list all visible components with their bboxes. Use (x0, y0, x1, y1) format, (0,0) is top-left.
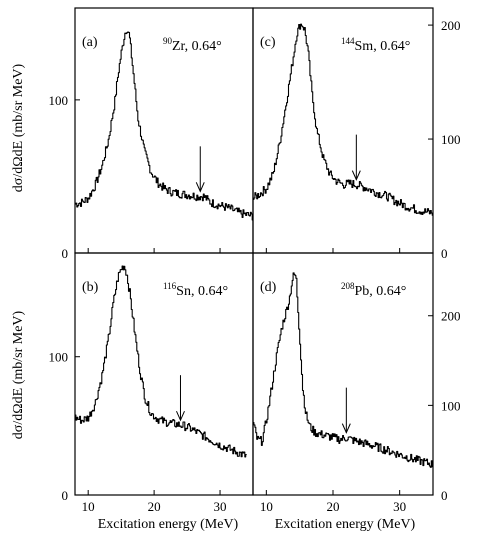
y-tick-label: 0 (441, 246, 448, 261)
x-tick-label: 30 (214, 499, 227, 514)
nucleus-mass-number: 116 (163, 281, 177, 291)
scattering-angle: , 0.64° (185, 39, 222, 54)
panel-b-sn116: 0 100 10 20 30 (b) 116Sn, 0.64° (49, 252, 254, 514)
nucleus-label: 144Sm, 0.64° (341, 36, 410, 54)
energy-arrow-head (351, 170, 361, 181)
nucleus-mass-number: 208 (341, 281, 355, 291)
panel-a-zr90: 0 100 (a) 90Zr, 0.64° (49, 7, 254, 261)
x-axis-title-right-text: Excitation energy (MeV) (275, 517, 416, 532)
y-axis-title-bottom-text: dσ/dΩdE (mb/sr MeV) (11, 310, 26, 439)
nucleus-symbol: Sm (355, 39, 374, 54)
x-axis-title-right: Excitation energy (MeV) (275, 517, 416, 532)
panel-letter: (b) (82, 280, 99, 295)
scattering-angle: , 0.64° (373, 39, 410, 54)
scattering-angle: , 0.64° (191, 284, 228, 299)
y-tick-label: 100 (49, 93, 69, 108)
spectrum-line (253, 23, 433, 216)
panel-c-sm144: 0 100 200 (c) 144Sm, 0.64° (252, 7, 461, 261)
nucleus-mass-number: 144 (341, 36, 355, 46)
x-tick-label: 30 (393, 499, 406, 514)
y-axis-title-bottom: dσ/dΩdE (mb/sr MeV) (11, 310, 26, 439)
y-tick-label: 0 (62, 246, 69, 261)
x-tick-label: 20 (327, 499, 340, 514)
spectrum-line (253, 272, 433, 468)
y-tick-label: 200 (441, 18, 461, 33)
energy-arrow-head (341, 423, 351, 434)
energy-arrow-head (195, 182, 205, 193)
nucleus-symbol: Pb (355, 284, 370, 299)
x-axis-title-left: Excitation energy (MeV) (98, 517, 239, 532)
y-axis-title-top: dσ/dΩdE (mb/sr MeV) (11, 63, 26, 192)
x-tick-label: 10 (260, 499, 273, 514)
y-axis-title-top-text: dσ/dΩdE (mb/sr MeV) (11, 63, 26, 192)
nucleus-symbol: Zr (172, 39, 186, 54)
panel-d-pb208: 0 100 200 10 20 30 (d) 208Pb, 0.64° (252, 252, 461, 514)
spectrum-line (75, 31, 253, 221)
nucleus-label: 90Zr, 0.64° (163, 36, 222, 54)
panel-letter: (a) (82, 35, 98, 50)
y-tick-label: 0 (62, 488, 69, 503)
y-tick-label: 100 (49, 350, 69, 365)
nucleus-label: 208Pb, 0.64° (341, 281, 406, 299)
panel-letter: (c) (260, 35, 276, 50)
spectrum-line (75, 265, 247, 458)
nucleus-mass-number: 90 (163, 36, 173, 46)
y-tick-label: 0 (441, 488, 448, 503)
x-tick-label: 20 (148, 499, 161, 514)
y-tick-label: 200 (441, 309, 461, 324)
x-axis-title-left-text: Excitation energy (MeV) (98, 517, 239, 532)
panel-frame (252, 252, 434, 496)
x-tick-label: 10 (82, 499, 95, 514)
nucleus-label: 116Sn, 0.64° (163, 281, 228, 299)
panel-letter: (d) (260, 280, 277, 295)
y-tick-label: 100 (441, 132, 461, 147)
scattering-angle: , 0.64° (369, 284, 406, 299)
y-tick-label: 100 (441, 398, 461, 413)
nucleus-symbol: Sn (176, 284, 191, 299)
energy-arrow-head (176, 410, 185, 422)
